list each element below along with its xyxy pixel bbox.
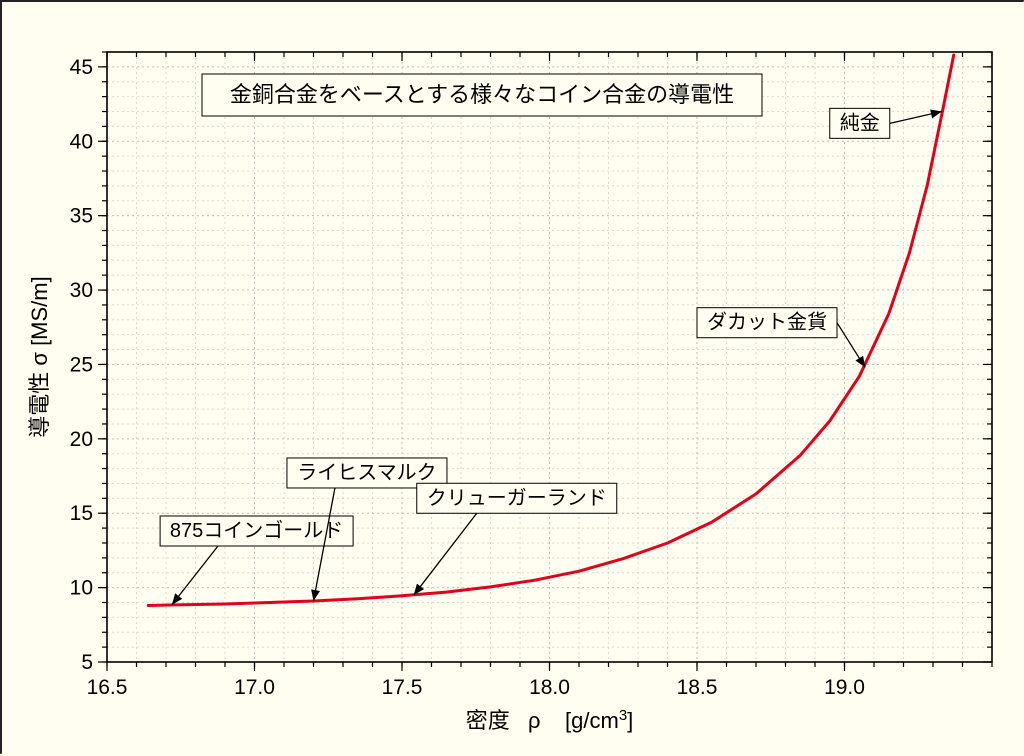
annotation-label: 純金 (840, 111, 880, 134)
chart-svg: 16.5 17.0 17.5 18.0 18.5 19.0 5 10 15 20 25 30 35 40 4… (2, 2, 1024, 756)
ytick-label: 5 (81, 651, 93, 674)
y-axis-label: 導電性 σ [MS/m] (27, 276, 52, 437)
ytick-label: 45 (70, 56, 93, 79)
ytick-label: 35 (70, 205, 93, 228)
xtick-label: 18.5 (677, 676, 718, 699)
annotation-label: クリューガーランド (427, 486, 607, 509)
chart-frame: 16.5 17.0 17.5 18.0 18.5 19.0 5 10 15 20 25 30 35 40 4… (0, 0, 1024, 754)
xtick-label: 18.0 (529, 676, 570, 699)
chart-title: 金銅合金をベースとする様々なコイン合金の導電性 (230, 82, 734, 107)
ytick-label: 40 (70, 130, 93, 153)
ytick-label: 15 (70, 502, 93, 525)
ytick-label: 30 (70, 279, 93, 302)
ytick-label: 20 (70, 428, 93, 451)
xtick-label: 17.0 (234, 676, 275, 699)
plot-container: 16.5 17.0 17.5 18.0 18.5 19.0 5 10 15 20 25 30 35 40 4… (2, 2, 1023, 753)
xtick-label: 16.5 (87, 676, 128, 699)
x-axis-label: 密度 ρ [g/cm3] (466, 707, 634, 733)
annotation-label: ライヒスマルク (297, 461, 436, 484)
annotation-label: 875コインゴールド (170, 519, 343, 542)
ytick-label: 10 (70, 577, 93, 600)
ytick-label: 25 (70, 353, 93, 376)
annotation-label: ダカット金貨 (707, 311, 827, 334)
xtick-label: 19.0 (824, 676, 865, 699)
xtick-label: 17.5 (382, 676, 423, 699)
